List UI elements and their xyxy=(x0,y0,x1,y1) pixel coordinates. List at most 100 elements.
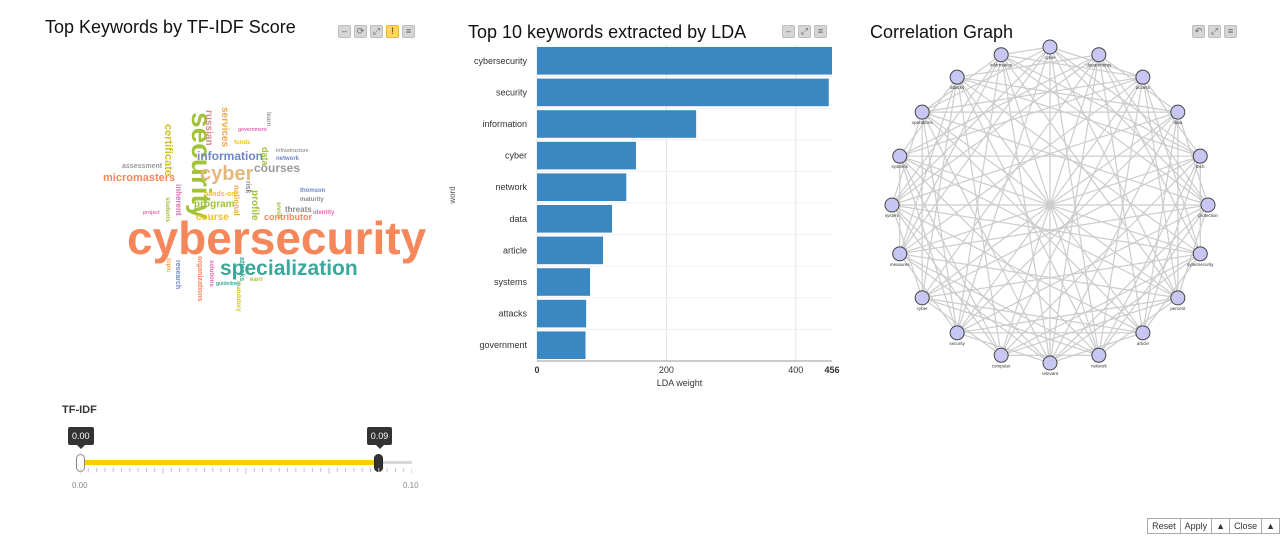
graph-node[interactable] xyxy=(1135,325,1151,341)
word-cloud-word: profile xyxy=(249,190,260,221)
word-cloud-word: course xyxy=(196,212,229,223)
word-cloud-word: learn xyxy=(265,112,271,127)
bar[interactable] xyxy=(537,236,603,265)
graph-node[interactable] xyxy=(892,246,908,262)
word-cloud-word: inherent xyxy=(174,184,183,216)
category-label: attacks xyxy=(498,309,527,319)
word-cloud-word: network xyxy=(276,156,300,162)
graph-edge xyxy=(1000,253,1201,356)
word-cloud-word: topic xyxy=(165,258,171,273)
apply-button[interactable]: Apply xyxy=(1179,518,1213,534)
graph-node[interactable] xyxy=(993,47,1009,63)
word-cloud-word: research xyxy=(174,260,181,289)
menu-icon[interactable]: ≡ xyxy=(1224,25,1237,38)
graph-node[interactable] xyxy=(949,325,965,341)
graph-edge xyxy=(957,297,1178,334)
graph-edge xyxy=(922,297,1143,334)
word-cloud-word: hands-on xyxy=(204,191,236,198)
warning-icon[interactable]: ! xyxy=(386,25,399,38)
graph-edge xyxy=(957,54,1099,78)
expand-icon[interactable]: ⤢ xyxy=(1208,25,1221,38)
graph-node[interactable] xyxy=(1091,47,1107,63)
minimize-icon[interactable]: – xyxy=(782,25,795,38)
bar[interactable] xyxy=(537,268,591,296)
bar[interactable] xyxy=(537,173,627,201)
word-cloud-word: threats xyxy=(285,205,312,214)
graph-edge xyxy=(956,76,1201,255)
graph-node[interactable] xyxy=(993,347,1009,363)
graph-edge xyxy=(1049,204,1209,364)
graph-node[interactable] xyxy=(914,104,930,120)
graph-node[interactable] xyxy=(1042,355,1058,371)
graph-edge xyxy=(1000,54,1051,364)
word-cloud-word: solutions xyxy=(208,260,214,287)
slider-high-handle[interactable] xyxy=(373,454,383,472)
graph-node-label: network xyxy=(1091,363,1108,368)
expand-icon[interactable]: ⤢ xyxy=(370,25,383,38)
graph-node[interactable] xyxy=(949,69,965,85)
close-button[interactable]: Close xyxy=(1229,518,1263,534)
category-label: systems xyxy=(494,277,528,287)
graph-node[interactable] xyxy=(1042,39,1058,55)
slider-ticks xyxy=(80,468,412,474)
graph-node-label: percent xyxy=(1170,306,1186,311)
word-cloud-word: national xyxy=(232,185,241,216)
graph-node-label: cyber xyxy=(1044,55,1056,60)
graph-node[interactable] xyxy=(1192,246,1208,262)
word-cloud-word: risk xyxy=(244,181,251,194)
graph-edge xyxy=(1098,54,1201,255)
graph-node[interactable] xyxy=(892,148,908,164)
graph-node[interactable] xyxy=(1170,290,1186,306)
graph-node-label: operations xyxy=(912,120,934,125)
menu-icon[interactable]: ≡ xyxy=(402,25,415,38)
menu-icon[interactable]: ≡ xyxy=(814,25,827,38)
slider-low-tooltip: 0.00 xyxy=(68,427,94,449)
graph-node-label: cyber xyxy=(917,306,929,311)
minimize-icon[interactable]: – xyxy=(338,25,351,38)
graph-edge xyxy=(899,54,1100,157)
graph-node[interactable] xyxy=(1135,69,1151,85)
wordcloud-toolbar: – ⟳ ⤢ ! ≡ xyxy=(338,25,415,38)
word-cloud-word: infrastructure xyxy=(276,148,309,154)
correlation-graph: cyber departments access data tech protection… xyxy=(884,39,1218,376)
word-cloud-word: cybersecurity xyxy=(127,212,427,264)
graph-node[interactable] xyxy=(914,290,930,306)
graph-node-label: relevant xyxy=(1042,371,1059,376)
bar[interactable] xyxy=(537,110,697,138)
graph-node[interactable] xyxy=(1170,104,1186,120)
graph-node-label: attacks xyxy=(950,85,965,90)
graph-edge xyxy=(921,112,958,333)
graph-edge xyxy=(899,155,958,334)
lda-chart-title: Top 10 keywords extracted by LDA xyxy=(468,22,747,42)
word-cloud-word: certificate xyxy=(162,124,174,176)
bar[interactable] xyxy=(537,331,586,359)
category-label: data xyxy=(509,214,527,224)
graph-edge xyxy=(921,155,1201,299)
word-cloud-word: organizations xyxy=(196,256,203,302)
word-cloud-word: government xyxy=(238,127,267,133)
bar[interactable] xyxy=(537,47,832,75)
bar[interactable] xyxy=(537,141,636,170)
word-cloud-word: russian xyxy=(203,110,214,146)
reset-button[interactable]: Reset xyxy=(1147,518,1181,534)
x-tick-label: 400 xyxy=(788,365,803,375)
expand-icon[interactable]: ⤢ xyxy=(798,25,811,38)
bar[interactable] xyxy=(537,78,829,107)
graph-edge xyxy=(956,54,1002,333)
word-cloud-word: attacks xyxy=(238,257,245,281)
bar[interactable] xyxy=(537,205,613,233)
graph-node[interactable] xyxy=(884,197,900,213)
graph-edge xyxy=(899,204,1209,255)
graph-node[interactable] xyxy=(1200,197,1216,213)
undo-icon[interactable]: ↶ xyxy=(1192,25,1205,38)
graph-edge xyxy=(1098,155,1201,356)
bar[interactable] xyxy=(537,299,587,328)
graph-node-label: information xyxy=(990,63,1013,68)
close-up-icon[interactable]: ▲ xyxy=(1261,518,1280,534)
graph-edge xyxy=(1000,76,1144,356)
graph-edge xyxy=(922,76,1143,113)
graph-node[interactable] xyxy=(1192,148,1208,164)
graph-node[interactable] xyxy=(1091,347,1107,363)
refresh-icon[interactable]: ⟳ xyxy=(354,25,367,38)
apply-up-icon[interactable]: ▲ xyxy=(1211,518,1231,534)
